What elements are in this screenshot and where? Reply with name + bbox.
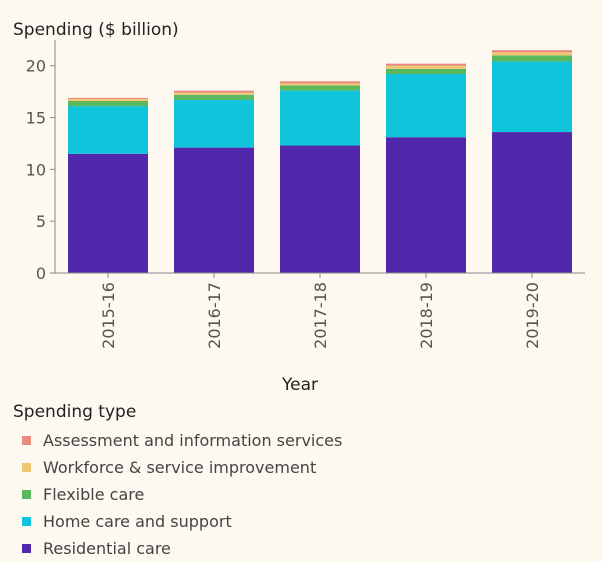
bar-segment (68, 100, 148, 107)
y-tick-label: 5 (36, 212, 46, 231)
legend-title: Spending type (13, 402, 137, 422)
bar-segment (386, 137, 466, 273)
legend-item: Residential care (13, 535, 342, 562)
bar-segment (68, 98, 148, 101)
x-tick-label: 2018-19 (417, 282, 436, 349)
bar-segment (68, 97, 148, 99)
bar-segment (492, 132, 572, 273)
bar-segment (492, 55, 572, 62)
bar-segment (174, 92, 254, 95)
legend-swatch (22, 490, 31, 499)
bar-segment (386, 74, 466, 138)
y-axis: 0 5 10 15 20 (26, 40, 56, 283)
x-tick-label: 2019-20 (523, 282, 542, 349)
legend-swatch (22, 517, 31, 526)
bar-segment (280, 85, 360, 91)
y-tick-label: 0 (36, 264, 46, 283)
bar-segment (174, 90, 254, 93)
bars-group (68, 50, 572, 273)
y-tick-label: 15 (26, 109, 46, 128)
bar-segment (68, 153, 148, 273)
bar-segment (68, 106, 148, 154)
legend-item: Flexible care (13, 481, 342, 508)
bar-segment (174, 99, 254, 148)
bar-segment (386, 63, 466, 66)
legend-label: Assessment and information services (43, 431, 343, 450)
x-axis-title: Year (281, 375, 318, 395)
legend-swatch (22, 544, 31, 553)
legend-label: Residential care (43, 539, 171, 558)
bar-segment (492, 50, 572, 53)
legend-swatch (22, 463, 31, 472)
legend-items: Assessment and information services Workf… (13, 427, 342, 562)
bar-segment (174, 94, 254, 100)
bar-segment (280, 81, 360, 84)
legend-item: Assessment and information services (13, 427, 342, 454)
legend-item: Workforce & service improvement (13, 454, 342, 481)
legend: Spending type Assessment and information… (13, 402, 342, 562)
bar-segment (492, 61, 572, 133)
y-tick-label: 20 (26, 57, 46, 76)
bar-segment (280, 83, 360, 86)
legend-label: Workforce & service improvement (43, 458, 317, 477)
bar-segment (386, 68, 466, 75)
bar-segment (174, 147, 254, 273)
bar-segment (386, 65, 466, 69)
chart-title: Spending ($ billion) (13, 20, 179, 40)
bar-segment (280, 145, 360, 273)
x-axis: 2015-16 2016-17 2017-18 2018-19 2019-20 (55, 272, 585, 349)
x-tick-label: 2015-16 (99, 282, 118, 349)
legend-swatch (22, 436, 31, 445)
y-tick-label: 10 (26, 160, 46, 179)
x-tick-label: 2016-17 (205, 282, 224, 349)
bar-segment (280, 90, 360, 146)
x-tick-label: 2017-18 (311, 282, 330, 349)
legend-label: Flexible care (43, 485, 145, 504)
bar-segment (492, 52, 572, 56)
legend-item: Home care and support (13, 508, 342, 535)
legend-label: Home care and support (43, 512, 232, 531)
